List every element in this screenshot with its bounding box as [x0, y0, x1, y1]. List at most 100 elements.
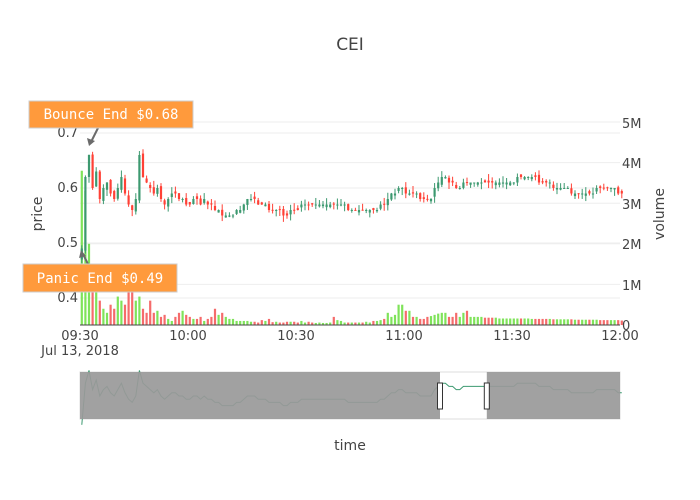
- volume-bar: [231, 318, 235, 325]
- range-slider-handle-right[interactable]: [483, 382, 490, 410]
- candle-body: [217, 210, 220, 213]
- price-tick-label: 0.7: [57, 126, 78, 141]
- price-tick-label: 0.6: [57, 181, 78, 196]
- volume-bar: [113, 308, 116, 325]
- volume-bar: [95, 292, 98, 325]
- candle-body: [617, 187, 620, 194]
- candle-body: [361, 209, 364, 211]
- candle-body: [239, 210, 242, 213]
- candle-body: [397, 188, 400, 191]
- volume-bar: [185, 314, 188, 325]
- volume-bar: [361, 322, 364, 325]
- candle-body: [455, 184, 458, 188]
- candle-body: [91, 154, 94, 188]
- candle-body: [433, 188, 436, 197]
- range-slider-handle-left[interactable]: [437, 382, 443, 410]
- candle-body: [141, 153, 145, 177]
- volume-bar: [314, 322, 317, 325]
- candle-body: [231, 215, 235, 217]
- volume-bar: [116, 296, 119, 325]
- volume-bar: [91, 284, 94, 325]
- candle-body: [210, 203, 213, 205]
- x-tick-labels: 09:30 10:00 10:30 11:00 11:30 12:00: [61, 329, 638, 344]
- volume-bar: [354, 322, 357, 325]
- candle-body: [512, 182, 515, 184]
- volume-bar: [131, 284, 134, 325]
- volume-bar: [422, 318, 425, 325]
- candle-body: [318, 204, 321, 207]
- volume-bar: [145, 312, 148, 325]
- volume-bar: [224, 316, 227, 325]
- volume-bar: [559, 319, 562, 325]
- volume-bar: [239, 320, 242, 325]
- candle-body: [149, 184, 152, 188]
- x-tick-label: 10:00: [169, 329, 206, 344]
- volume-bar: [530, 318, 533, 325]
- volume-bar: [404, 310, 407, 325]
- candle-body: [329, 204, 332, 208]
- candle-body: [573, 193, 577, 197]
- price-tick-label: 0.4: [57, 291, 78, 306]
- annotation-box: [22, 263, 178, 293]
- volume-bar: [300, 320, 303, 325]
- candle-body: [584, 193, 587, 196]
- volume-bar: [548, 318, 551, 325]
- candle-body: [242, 204, 245, 211]
- range-slider[interactable]: [79, 370, 622, 425]
- candle-body: [527, 177, 530, 178]
- volume-bar: [527, 318, 530, 325]
- x-tick-label: 09:30: [61, 329, 98, 344]
- volume-bar: [440, 312, 443, 325]
- candle-body: [404, 187, 407, 194]
- x-date-label: Jul 13, 2018: [40, 344, 119, 359]
- candle-body: [537, 174, 541, 183]
- volume-bar: [476, 316, 479, 325]
- volume-bar: [249, 321, 253, 325]
- volume-bar: [127, 288, 130, 325]
- volume-bar: [311, 322, 314, 325]
- candle-body: [260, 202, 263, 205]
- volume-bar: [397, 304, 400, 325]
- candle-body: [469, 182, 472, 185]
- annotation-box: [28, 100, 194, 129]
- candle-body: [494, 182, 497, 186]
- volume-bar: [329, 322, 332, 325]
- candle-body: [120, 177, 123, 190]
- volume-bars: [80, 170, 623, 325]
- candlesticks: [80, 149, 623, 264]
- volume-bar: [570, 319, 573, 325]
- volume-bar: [149, 300, 152, 325]
- volume-bar: [174, 316, 177, 325]
- volume-bar: [501, 318, 505, 325]
- x-axis-title: time: [334, 438, 366, 454]
- volume-bar: [221, 312, 224, 325]
- volume-bar: [325, 322, 328, 325]
- candle-body: [393, 193, 397, 196]
- candle-body: [444, 177, 447, 179]
- candle-body: [383, 203, 386, 205]
- volume-bar: [188, 316, 191, 325]
- candle-body: [426, 198, 429, 200]
- volume-bar: [159, 316, 163, 325]
- candle-body: [127, 195, 130, 205]
- volume-bar: [494, 317, 497, 325]
- candle-body: [131, 205, 134, 210]
- volume-bar: [606, 320, 609, 325]
- candle-body: [599, 186, 602, 188]
- x-tick-label: 11:30: [493, 329, 530, 344]
- chart-title: CEI: [336, 35, 364, 55]
- candle-body: [357, 210, 361, 213]
- volume-bar: [339, 320, 343, 325]
- volume-bar: [296, 322, 299, 325]
- volume-bar: [591, 319, 595, 325]
- volume-bar: [415, 316, 418, 325]
- volume-bar: [357, 322, 361, 325]
- candle-body: [188, 201, 191, 205]
- volume-bar: [451, 316, 454, 325]
- candle-body: [473, 182, 476, 184]
- candle-body: [555, 188, 559, 190]
- candle-body: [483, 180, 487, 183]
- price-tick-label: 0.5: [57, 236, 78, 251]
- candle-body: [224, 215, 227, 218]
- volume-bar: [401, 304, 404, 325]
